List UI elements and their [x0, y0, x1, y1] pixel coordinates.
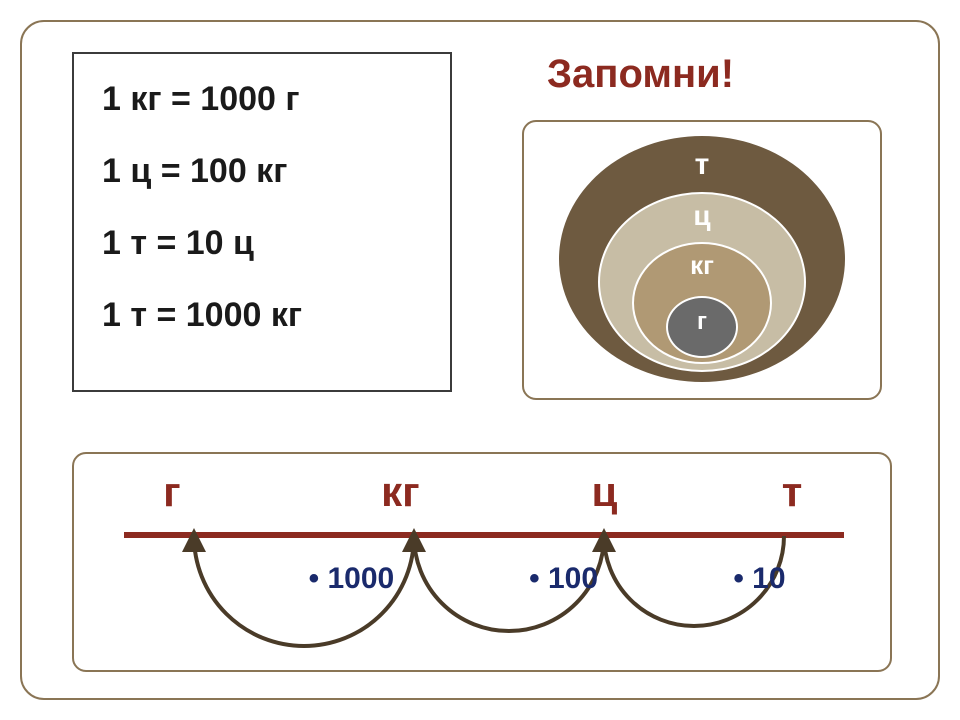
nested-circles-diagram: т ц кг г — [522, 120, 882, 400]
factor-1000: • 1000 — [309, 562, 395, 596]
unit-label-c: ц — [591, 468, 617, 516]
conversion-axis-box: г кг ц т • 1000 • 100 • 10 — [72, 452, 892, 672]
circle-label-centner: ц — [693, 200, 710, 232]
equation-line: 1 т = 10 ц — [102, 226, 422, 260]
equation-line: 1 т = 1000 кг — [102, 298, 422, 332]
remember-heading: Запомни! — [547, 52, 734, 97]
unit-label-g: г — [163, 468, 181, 516]
circle-label-kilogram: кг — [690, 250, 714, 281]
circle-label-gram: г — [697, 308, 707, 336]
factor-10: • 10 — [733, 562, 785, 596]
main-card: 1 кг = 1000 г 1 ц = 100 кг 1 т = 10 ц 1 … — [20, 20, 940, 700]
unit-label-kg: кг — [381, 468, 420, 516]
circle-label-tonne: т — [695, 148, 710, 182]
unit-label-t: т — [782, 468, 803, 516]
equation-line: 1 кг = 1000 г — [102, 82, 422, 116]
factor-100: • 100 — [529, 562, 598, 596]
equations-box: 1 кг = 1000 г 1 ц = 100 кг 1 т = 10 ц 1 … — [72, 52, 452, 392]
equation-line: 1 ц = 100 кг — [102, 154, 422, 188]
